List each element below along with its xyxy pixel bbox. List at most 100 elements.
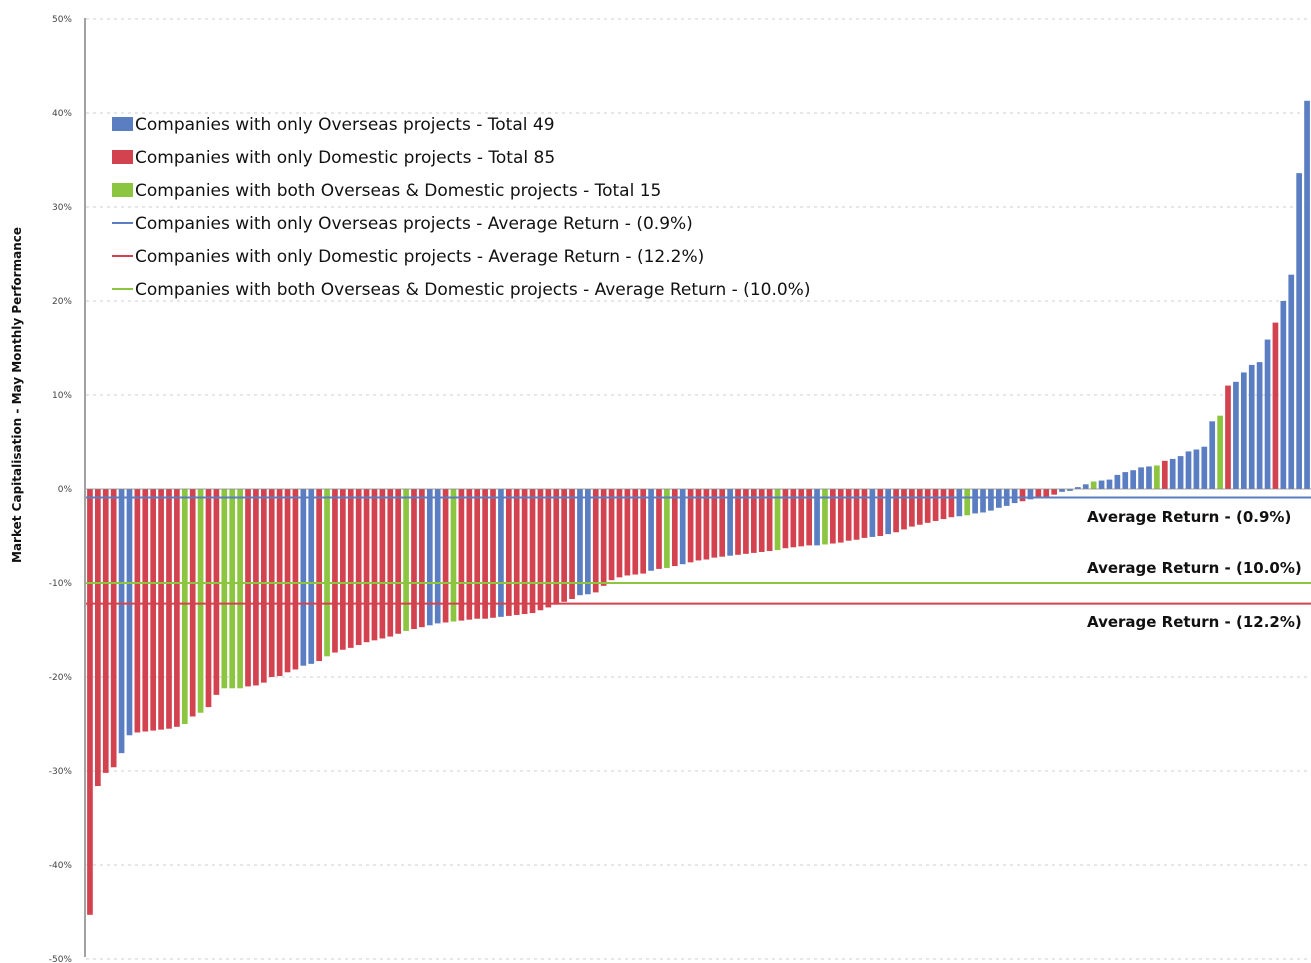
bar	[442, 489, 449, 623]
legend-entry: Companies with only Overseas projects - …	[135, 115, 555, 135]
bar	[1217, 415, 1223, 489]
bar	[1201, 446, 1208, 489]
bar	[656, 489, 662, 569]
bar	[316, 489, 322, 662]
bar	[687, 489, 694, 563]
bar	[1019, 489, 1026, 502]
bar	[901, 489, 907, 530]
bar	[585, 489, 591, 595]
bar	[537, 489, 544, 611]
y-tick-label: -10%	[49, 579, 73, 589]
bar	[545, 489, 552, 608]
y-tick-label: 30%	[52, 203, 72, 213]
y-axis-label: Market Capitalisation - May Monthly Perf…	[10, 227, 24, 563]
y-tick-label: -40%	[49, 861, 73, 871]
bar	[861, 489, 868, 538]
legend-entry: Companies with only Domestic projects - …	[135, 247, 704, 267]
bar	[205, 489, 212, 708]
bar	[940, 489, 947, 520]
bar	[474, 489, 481, 619]
bar	[806, 489, 812, 546]
bar	[411, 489, 417, 630]
bar	[822, 489, 828, 545]
legend-entry: Companies with both Overseas & Domestic …	[135, 181, 661, 201]
bar	[1209, 421, 1216, 489]
bar	[529, 489, 536, 614]
bar	[1264, 339, 1271, 489]
bar	[924, 489, 931, 523]
bar	[1161, 460, 1168, 489]
bar	[142, 489, 149, 732]
bar	[1248, 364, 1255, 489]
legend-swatch	[112, 150, 133, 164]
bar	[150, 489, 157, 731]
bar	[1082, 484, 1089, 489]
bar	[1011, 489, 1018, 504]
bar	[1154, 465, 1160, 489]
y-tick-label: -50%	[49, 955, 73, 963]
bar	[956, 489, 963, 517]
bar	[750, 489, 757, 553]
bar	[972, 489, 978, 514]
bar	[482, 489, 488, 619]
bar	[790, 489, 797, 548]
bar	[671, 489, 678, 567]
bar	[869, 489, 876, 537]
bar	[213, 489, 220, 695]
bar	[877, 489, 884, 536]
bar	[419, 489, 425, 628]
bar	[711, 489, 718, 558]
bar	[197, 489, 204, 713]
bar	[174, 489, 180, 727]
bar	[703, 489, 710, 560]
bar	[782, 489, 789, 549]
bar	[640, 489, 647, 574]
legend-entry: Companies with only Domestic projects - …	[135, 148, 555, 168]
bar	[830, 489, 836, 544]
bar	[727, 489, 733, 556]
bar	[616, 489, 623, 578]
average-return-label: Average Return - (0.9%)	[1087, 508, 1291, 526]
bar	[387, 489, 394, 637]
bar	[395, 489, 402, 634]
legend-entry: Companies with only Overseas projects - …	[135, 214, 693, 234]
bar	[1098, 480, 1105, 489]
y-tick-label: -30%	[49, 767, 73, 777]
bar	[1240, 372, 1247, 489]
bar	[932, 489, 939, 521]
bar	[1304, 100, 1310, 489]
bar	[110, 489, 117, 768]
bar	[988, 489, 994, 511]
bar	[403, 489, 409, 631]
bar	[181, 489, 188, 724]
bar	[466, 489, 473, 620]
y-tick-label: 20%	[52, 297, 72, 307]
bar	[308, 489, 315, 664]
bar	[837, 489, 844, 543]
legend-entry: Companies with both Overseas & Domestic …	[135, 280, 810, 300]
bar	[458, 489, 465, 621]
bar	[95, 489, 101, 787]
bar	[735, 489, 741, 555]
bar	[1090, 481, 1097, 489]
bar	[1225, 385, 1231, 489]
bar	[102, 489, 109, 773]
bar	[893, 489, 899, 533]
bar	[624, 489, 631, 576]
bar	[853, 489, 860, 540]
bar	[340, 489, 346, 650]
bar	[719, 489, 726, 557]
legend: Companies with only Overseas projects - …	[112, 115, 810, 300]
bar	[521, 489, 528, 615]
bar	[814, 489, 820, 546]
bar	[166, 489, 172, 729]
bar	[1051, 489, 1057, 495]
bar	[980, 489, 986, 513]
bar	[450, 489, 457, 622]
y-tick-label: 40%	[52, 109, 72, 119]
bar	[948, 489, 955, 518]
bar	[1296, 173, 1302, 489]
average-return-label: Average Return - (10.0%)	[1087, 559, 1302, 577]
bar	[1138, 467, 1144, 489]
bar	[774, 489, 781, 551]
